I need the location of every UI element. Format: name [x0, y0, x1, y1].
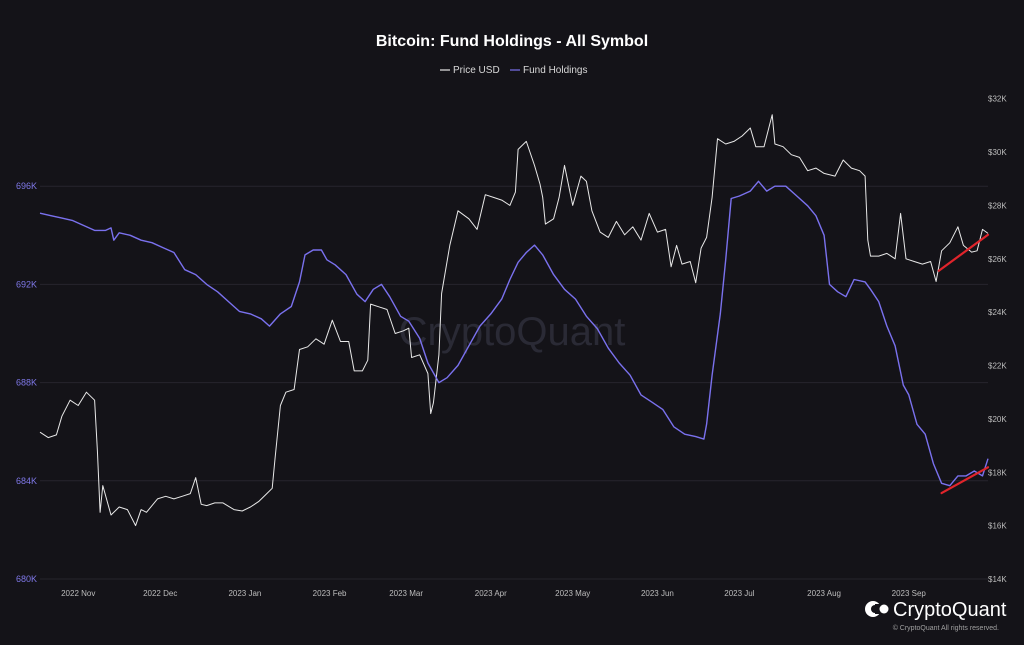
- brand: CryptoQuant © CryptoQuant All rights res…: [865, 599, 1007, 632]
- x-tick-0: 2022 Nov: [61, 589, 95, 598]
- y-left-tick-0: 680K: [16, 574, 37, 584]
- x-tick-7: 2023 Jun: [641, 589, 674, 598]
- trend-line-0: [937, 233, 990, 272]
- x-tick-9: 2023 Aug: [807, 589, 841, 598]
- x-axis: 2022 Nov 2022 Dec 2023 Jan 2023 Feb 2023 Mar…: [61, 589, 926, 598]
- series-line-price: [39, 114, 989, 527]
- y-axis-right: $14K $16K $18K $20K $22K $24K $26K $28K $30K $32K: [988, 95, 1007, 584]
- chart-title: Bitcoin: Fund Holdings - All Symbol: [376, 33, 648, 50]
- x-tick-6: 2023 May: [555, 589, 590, 598]
- y-right-tick-3: $20K: [988, 415, 1007, 424]
- y-right-tick-5: $24K: [988, 308, 1007, 317]
- x-tick-3: 2023 Feb: [313, 589, 347, 598]
- y-right-tick-6: $26K: [988, 255, 1007, 264]
- y-left-tick-2: 688K: [16, 378, 37, 388]
- x-tick-4: 2023 Mar: [389, 589, 423, 598]
- x-tick-1: 2022 Dec: [143, 589, 177, 598]
- y-right-tick-0: $14K: [988, 575, 1007, 584]
- legend-item-price[interactable]: Price USD: [440, 65, 500, 76]
- x-tick-8: 2023 Jul: [724, 589, 754, 598]
- legend: Price USD Fund Holdings: [440, 65, 587, 76]
- y-right-tick-8: $30K: [988, 148, 1007, 157]
- x-tick-2: 2023 Jan: [228, 589, 261, 598]
- series-line-fund-holdings: [39, 180, 989, 487]
- trend-annotations: [937, 233, 990, 495]
- y-right-tick-4: $22K: [988, 362, 1007, 371]
- y-right-tick-7: $28K: [988, 201, 1007, 210]
- trend-line-1: [940, 466, 990, 495]
- y-left-tick-4: 696K: [16, 181, 37, 191]
- y-axis-left: 680K 684K 688K 692K 696K: [16, 181, 37, 584]
- legend-label-holdings: Fund Holdings: [523, 65, 587, 76]
- y-right-tick-2: $18K: [988, 468, 1007, 477]
- watermark: CryptoQuant: [399, 310, 626, 354]
- grid: [40, 185, 988, 580]
- legend-label-price: Price USD: [453, 65, 500, 76]
- brand-name: CryptoQuant: [893, 599, 1007, 621]
- x-tick-10: 2023 Sep: [892, 589, 927, 598]
- cryptoquant-logo-icon: [865, 601, 889, 617]
- copyright: © CryptoQuant All rights reserved.: [893, 624, 999, 632]
- y-left-tick-1: 684K: [16, 476, 37, 486]
- y-right-tick-1: $16K: [988, 522, 1007, 531]
- legend-item-holdings[interactable]: Fund Holdings: [510, 65, 587, 76]
- y-left-tick-3: 692K: [16, 279, 37, 289]
- y-right-tick-9: $32K: [988, 95, 1007, 104]
- x-tick-5: 2023 Apr: [475, 589, 507, 598]
